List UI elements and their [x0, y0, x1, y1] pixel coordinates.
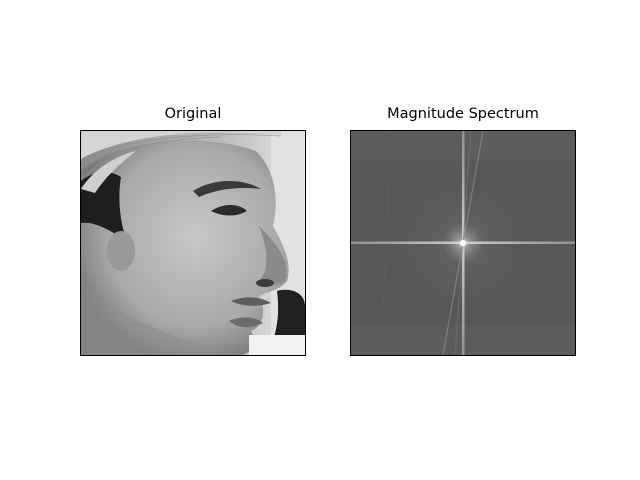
magnitude-spectrum-title: Magnitude Spectrum — [387, 106, 539, 122]
spectrum-image — [351, 131, 575, 355]
original-title: Original — [164, 106, 222, 122]
face-photo — [81, 131, 305, 355]
original-image-axes — [80, 130, 306, 356]
magnitude-spectrum-axes — [350, 130, 576, 356]
